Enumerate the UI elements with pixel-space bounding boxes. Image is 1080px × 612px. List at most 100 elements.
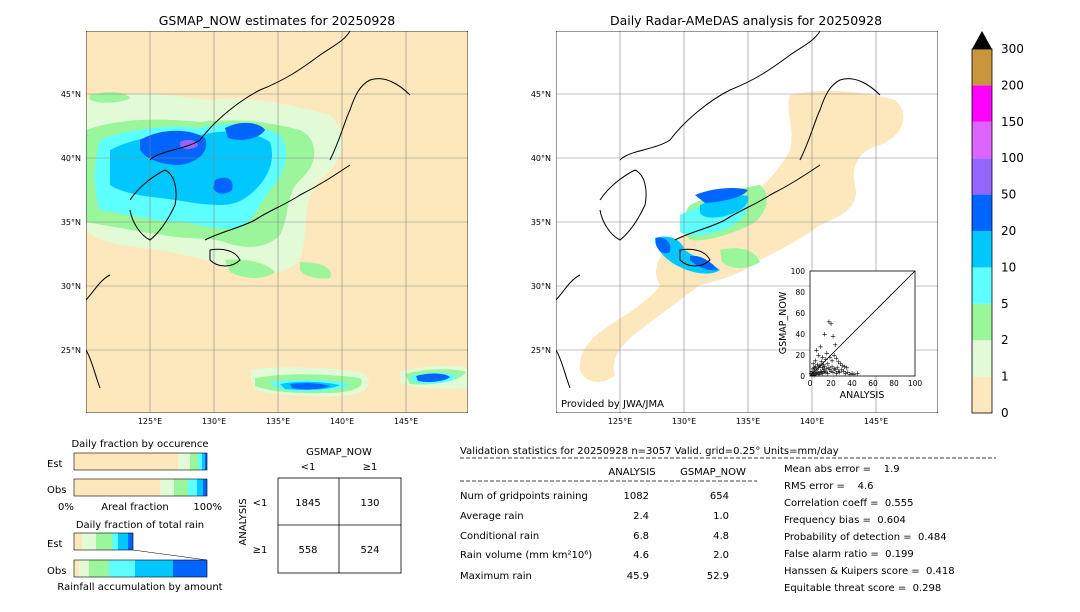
scatter-x-tick: 60 [868, 379, 878, 388]
validation-row-analysis: 1082 [624, 491, 649, 502]
validation-row-label: Maximum rain [460, 571, 532, 582]
validation-row-gsmap: 1.0 [713, 511, 729, 522]
contingency-top-label: GSMAP_NOW [306, 447, 372, 458]
right-lat-label: 35°N [531, 218, 551, 227]
scatter-inset: ++++++++++++++++++++++++++++++++++++++++… [778, 267, 922, 401]
colorbar-cell [972, 194, 992, 231]
scatter-point: + [838, 360, 844, 368]
validation-row-label: Rain volume (mm km²10⁶) [460, 550, 592, 561]
scatter-point: + [832, 366, 838, 374]
total-rain-title: Daily fraction of total rain [76, 520, 204, 531]
right-precip-blue [656, 187, 748, 271]
colorbar-cell [972, 121, 992, 159]
validation-row-gsmap: 2.0 [713, 550, 729, 561]
colorbar-label: 2 [1001, 333, 1009, 347]
scatter-point: + [821, 366, 827, 374]
score-line: Mean abs error = 1.9 [784, 464, 900, 475]
validation-row-analysis: 45.9 [627, 571, 649, 582]
scatter-point: + [812, 357, 818, 365]
scatter-point: + [825, 360, 831, 368]
scatter-point: + [827, 354, 833, 362]
contingency-side-label: ANALYSIS [238, 498, 249, 545]
validation-row-analysis: 6.8 [633, 531, 649, 542]
colorbar-cell [972, 158, 992, 195]
scatter-point: + [818, 343, 824, 351]
occurrence-axis-left: 0% [58, 502, 74, 513]
scatter-point: + [814, 361, 820, 369]
left-lat-label: 35°N [61, 218, 81, 227]
scatter-point: + [845, 368, 851, 376]
scatter-point: + [812, 363, 818, 371]
occurrence-est-bar [73, 452, 208, 471]
scatter-point: + [811, 371, 817, 379]
score-line: Frequency bias = 0.604 [784, 515, 906, 526]
occurrence-obs-bar [73, 478, 208, 497]
scatter-point: + [819, 358, 825, 366]
left-lon-label: 130°E [202, 417, 226, 426]
right-lat-label: 40°N [531, 154, 551, 163]
scatter-x-tick: 100 [908, 379, 923, 388]
left-map-title: GSMAP_NOW estimates for 20250928 [159, 13, 396, 28]
scatter-point: + [825, 369, 831, 377]
contingency-cell: 558 [298, 545, 317, 556]
left-lon-label: 135°E [266, 417, 290, 426]
colorbar-labels: 0 1 2 5 10 20 50 100 150 200 300 [1001, 42, 1024, 420]
scatter-point: + [813, 346, 819, 354]
colorbar-label: 150 [1001, 115, 1024, 129]
scatter-diagonal [809, 270, 916, 377]
colorbar-extend-arrow [972, 31, 992, 49]
score-line: Equitable threat score = 0.298 [784, 583, 941, 594]
scatter-point: + [829, 357, 835, 365]
scatter-point: + [813, 370, 819, 378]
validation-scores: Mean abs error = 1.9 RMS error = 4.6 Cor… [784, 464, 955, 594]
right-lon-label: 140°E [800, 417, 824, 426]
colorbar-label: 20 [1001, 224, 1016, 238]
scatter-point: + [854, 369, 860, 377]
scatter-point: + [817, 362, 823, 370]
scatter-point: + [812, 369, 818, 377]
colorbar-label: 100 [1001, 151, 1024, 165]
scatter-point: + [822, 363, 828, 371]
total-rain-est-bar [73, 532, 208, 561]
scatter-point: + [823, 368, 829, 376]
scatter-point: + [840, 362, 846, 370]
right-lon-label: 125°E [608, 417, 632, 426]
left-lat-label: 30°N [61, 282, 81, 291]
scatter-point: + [841, 367, 847, 375]
contingency-row-label: ≥1 [253, 545, 268, 556]
validation-row-label: Conditional rain [460, 531, 539, 542]
contingency-cell: 1845 [295, 498, 320, 509]
left-lon-label: 125°E [138, 417, 162, 426]
scatter-point: + [809, 367, 815, 375]
colorbar-cell [972, 267, 992, 304]
colorbar-cells [972, 49, 992, 413]
right-map [556, 31, 938, 413]
scatter-point: + [814, 368, 820, 376]
colorbar-cell [972, 376, 992, 413]
contingency-cell: 130 [360, 498, 379, 509]
scatter-point: + [851, 370, 857, 378]
score-line: Probability of detection = 0.484 [784, 532, 947, 543]
score-line: Correlation coeff = 0.555 [784, 498, 914, 509]
scatter-x-tick: 0 [808, 379, 813, 388]
scatter-point: + [827, 366, 833, 374]
scatter-x-tick: 80 [889, 379, 899, 388]
colorbar-cell [972, 231, 992, 268]
validation-col-gsmap: GSMAP_NOW [680, 467, 746, 478]
scatter-y-tick: 0 [800, 372, 805, 381]
scatter-point: + [820, 354, 826, 362]
left-map-grid [86, 31, 468, 413]
left-map [86, 31, 468, 413]
scatter-x-tick: 20 [826, 379, 836, 388]
scatter-point: + [822, 367, 828, 375]
scatter-point: + [835, 367, 841, 375]
scatter-point: + [844, 364, 850, 372]
scatter-point: + [824, 349, 830, 357]
scatter-point: + [823, 356, 829, 364]
scatter-point: + [826, 364, 832, 372]
contingency-col-label: ≥1 [363, 462, 378, 473]
scatter-x-tick: 40 [847, 379, 857, 388]
scatter-y-tick: 40 [795, 330, 805, 339]
scatter-point: + [819, 368, 825, 376]
contingency-grid [277, 477, 402, 574]
